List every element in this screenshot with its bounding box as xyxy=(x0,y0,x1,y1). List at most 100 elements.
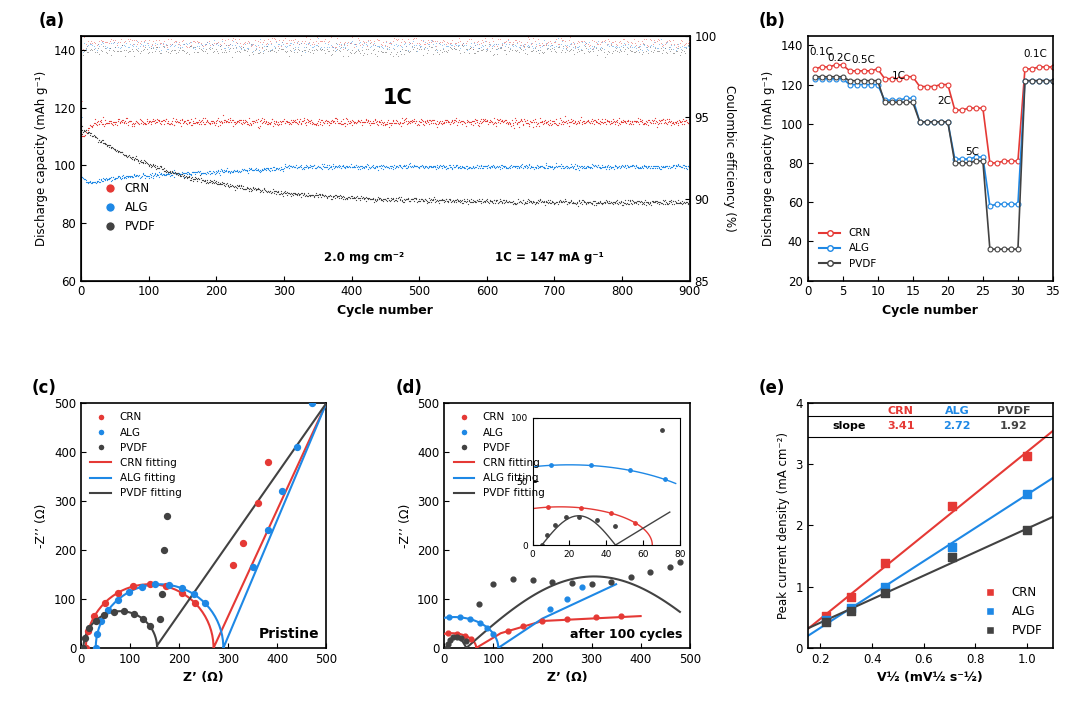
Point xyxy=(229,180,246,192)
Point xyxy=(515,198,532,209)
Point xyxy=(396,160,414,172)
Point xyxy=(391,39,408,51)
Point xyxy=(531,42,549,53)
Point xyxy=(219,33,237,45)
Point xyxy=(531,44,549,56)
Point xyxy=(247,164,265,175)
Point xyxy=(151,163,168,174)
Point xyxy=(656,117,673,128)
Point xyxy=(82,120,99,132)
Point xyxy=(238,184,255,195)
Point xyxy=(483,160,500,172)
Point xyxy=(167,114,185,125)
Point xyxy=(242,185,259,197)
Point xyxy=(105,171,122,182)
Point xyxy=(184,42,201,53)
Point xyxy=(372,118,389,130)
Point xyxy=(427,45,444,56)
Point xyxy=(279,46,296,57)
Point xyxy=(545,162,563,173)
Point xyxy=(541,117,558,128)
Point xyxy=(526,114,543,125)
Point xyxy=(167,116,185,127)
Point xyxy=(150,41,167,53)
Point xyxy=(268,36,285,48)
Point xyxy=(295,41,312,53)
Point xyxy=(224,165,241,177)
Point xyxy=(109,114,126,125)
Point xyxy=(201,174,218,186)
Point xyxy=(273,36,291,48)
Point xyxy=(656,195,673,206)
Point xyxy=(537,38,554,49)
Point xyxy=(671,42,688,53)
Point xyxy=(162,40,179,51)
Point xyxy=(470,46,487,57)
Point xyxy=(194,167,212,179)
Point xyxy=(230,45,247,56)
Point xyxy=(334,43,351,54)
Point xyxy=(564,198,581,209)
Point xyxy=(537,157,554,169)
Point xyxy=(631,118,648,130)
Point xyxy=(107,174,124,185)
Point xyxy=(256,163,273,174)
Point xyxy=(265,120,282,132)
Point xyxy=(606,35,623,46)
Point xyxy=(354,160,372,172)
Point xyxy=(87,176,105,187)
Point xyxy=(424,35,442,46)
Point xyxy=(268,163,285,174)
Point xyxy=(416,119,433,130)
Point xyxy=(490,160,508,172)
Point xyxy=(656,162,673,173)
Point xyxy=(307,189,324,201)
Point xyxy=(294,162,311,173)
Point xyxy=(680,162,698,173)
Point xyxy=(465,36,483,47)
Point xyxy=(519,31,537,43)
Point xyxy=(432,194,449,206)
Point xyxy=(509,44,526,56)
Point xyxy=(215,164,232,176)
Point xyxy=(212,178,229,189)
Point xyxy=(230,181,247,192)
Point xyxy=(356,160,374,172)
Point xyxy=(679,38,697,49)
Point xyxy=(633,161,650,172)
Point xyxy=(501,196,518,207)
Text: after 100 cycles: after 100 cycles xyxy=(570,628,683,641)
Point xyxy=(251,122,268,133)
Point xyxy=(444,34,461,46)
Point xyxy=(625,41,643,53)
Point xyxy=(131,38,148,49)
Point xyxy=(408,115,426,127)
Point xyxy=(87,47,105,58)
Point xyxy=(483,32,500,43)
Point xyxy=(265,164,282,176)
Point xyxy=(665,38,683,50)
Point xyxy=(288,113,306,125)
Point xyxy=(564,44,581,56)
Point xyxy=(82,127,99,138)
Point xyxy=(625,33,643,45)
Point xyxy=(638,162,656,174)
Point xyxy=(122,38,139,50)
Point xyxy=(440,45,457,56)
Point xyxy=(567,163,584,174)
Point xyxy=(667,116,685,127)
Point xyxy=(532,160,550,172)
Point xyxy=(368,160,386,172)
Point xyxy=(481,117,498,128)
Point xyxy=(224,180,241,192)
Point xyxy=(256,163,273,174)
Point xyxy=(556,39,573,51)
Point xyxy=(475,195,492,206)
Point xyxy=(357,43,375,55)
Point xyxy=(191,40,208,51)
Point xyxy=(189,46,206,58)
Point xyxy=(173,168,190,179)
Point xyxy=(150,162,167,174)
Point xyxy=(175,169,192,181)
Point xyxy=(247,184,265,196)
